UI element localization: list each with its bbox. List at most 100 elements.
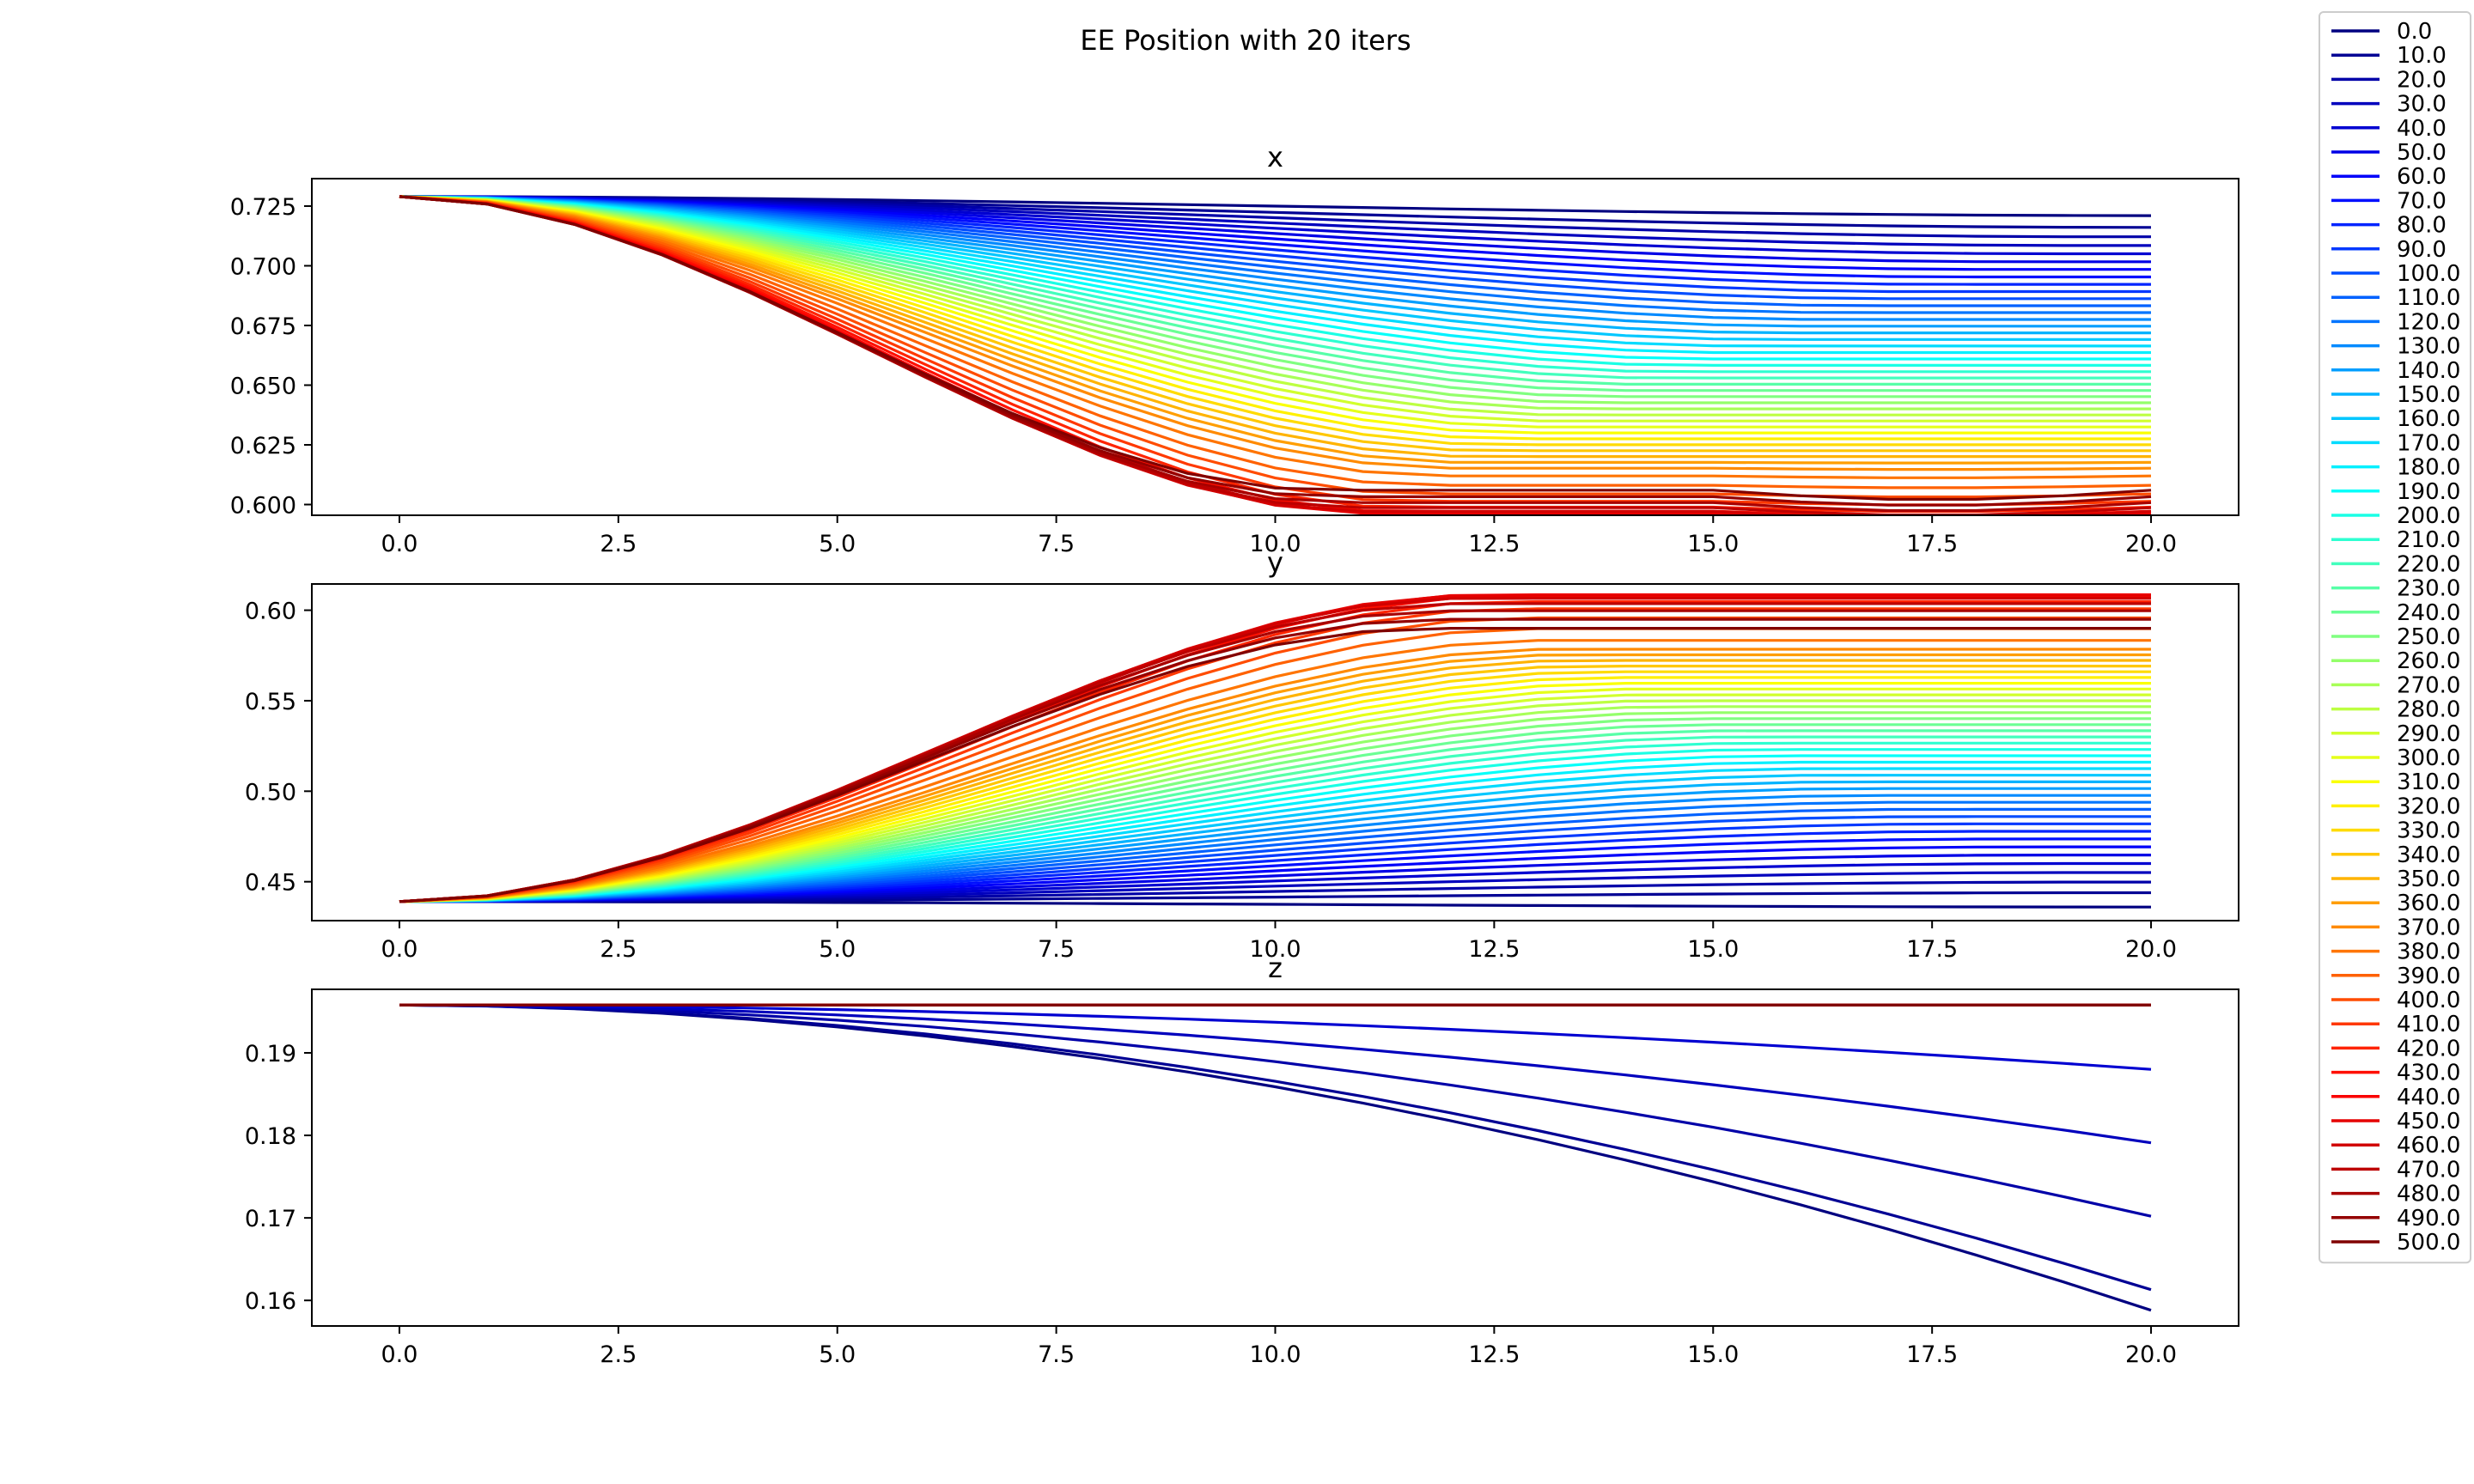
subplot-z: 0.0 2.5 5.0 7.5 10.0 12.5 15.0 17.5 20.0 0.16 0.17…: [245, 952, 2239, 1368]
x-tick-label: 2.5: [600, 531, 637, 557]
series-line-300.0: [399, 195, 2151, 429]
x-tick-label: 12.5: [1468, 936, 1520, 963]
legend-label: 150.0: [2397, 382, 2460, 408]
y-tick-label: 0.600: [230, 492, 296, 519]
x-tick-label: 15.0: [1687, 531, 1739, 557]
legend-label: 440.0: [2397, 1085, 2460, 1110]
series-line-250.0: [399, 195, 2151, 398]
y-tick-label: 0.19: [245, 1041, 296, 1067]
legend-label: 460.0: [2397, 1133, 2460, 1159]
series-line-240.0: [399, 195, 2151, 392]
x-tick-label: 2.5: [600, 1341, 637, 1368]
series-line-380.0: [399, 195, 2152, 479]
legend-label: 250.0: [2397, 624, 2460, 650]
series-line-350.0: [399, 195, 2151, 459]
x-tick-label: 0.0: [381, 1341, 417, 1368]
legend-label: 110.0: [2397, 285, 2460, 311]
series-line-360.0: [399, 653, 2151, 903]
legend-label: 480.0: [2397, 1182, 2460, 1207]
x-tick-label: 17.5: [1906, 1341, 1958, 1368]
legend-label: 280.0: [2397, 697, 2460, 723]
legend-label: 340.0: [2397, 842, 2460, 868]
series-line-330.0: [399, 670, 2151, 903]
legend-label: 40.0: [2397, 116, 2447, 142]
x-tick-label: 7.5: [1038, 936, 1075, 963]
x-tick-label: 10.0: [1249, 531, 1301, 557]
series-line-40.0: [399, 1003, 2152, 1071]
x-tick-label: 15.0: [1687, 1341, 1739, 1368]
x-tick-label: 10.0: [1249, 936, 1301, 963]
x-tick-label: 10.0: [1249, 1341, 1301, 1368]
subplot-title: y: [1267, 546, 1283, 579]
y-tick-label: 0.50: [245, 779, 296, 806]
series-line-500.0: [399, 627, 2151, 903]
legend-label: 300.0: [2397, 745, 2460, 771]
series-group: [399, 195, 2152, 515]
legend-label: 70.0: [2397, 188, 2447, 214]
series-line-290.0: [399, 195, 2151, 423]
series-line-370.0: [399, 648, 2151, 903]
x-tick-label: 17.5: [1906, 531, 1958, 557]
legend-label: 320.0: [2397, 794, 2460, 819]
x-tick-label: 0.0: [381, 936, 417, 963]
series-line-310.0: [399, 195, 2151, 435]
series-group: [399, 593, 2152, 909]
y-tick-label: 0.675: [230, 313, 296, 340]
legend-label: 220.0: [2397, 551, 2460, 577]
legend-label: 30.0: [2397, 92, 2447, 118]
series-line-390.0: [399, 195, 2152, 490]
legend-label: 200.0: [2397, 503, 2460, 529]
x-tick-label: 7.5: [1038, 1341, 1075, 1368]
x-tick-label: 20.0: [2125, 936, 2177, 963]
series-line-400.0: [399, 195, 2152, 499]
x-tick-label: 5.0: [819, 531, 856, 557]
legend-label: 240.0: [2397, 600, 2460, 626]
legend-label: 270.0: [2397, 672, 2460, 698]
series-line-370.0: [399, 195, 2152, 471]
series-line-230.0: [399, 195, 2151, 386]
legend-label: 350.0: [2397, 867, 2460, 892]
legend-label: 130.0: [2397, 334, 2460, 360]
x-tick-label: 2.5: [600, 936, 637, 963]
series-line-10.0: [399, 1003, 2152, 1292]
series-line-210.0: [399, 195, 2151, 374]
legend-label: 190.0: [2397, 479, 2460, 505]
y-tick-label: 0.17: [245, 1206, 296, 1232]
series-line-300.0: [399, 687, 2151, 903]
series-line-0.0: [399, 900, 2152, 909]
series-line-320.0: [399, 676, 2151, 903]
subplot-title: z: [1268, 952, 1283, 984]
legend-label: 260.0: [2397, 648, 2460, 674]
legend-label: 60.0: [2397, 164, 2447, 190]
legend-label: 50.0: [2397, 140, 2447, 166]
y-tick-label: 0.650: [230, 373, 296, 399]
series-line-380.0: [399, 639, 2151, 903]
legend-label: 0.0: [2397, 19, 2432, 45]
legend: 0.010.020.030.040.050.060.070.080.090.01…: [2319, 11, 2471, 1264]
legend-label: 420.0: [2397, 1036, 2460, 1061]
legend-label: 170.0: [2397, 430, 2460, 456]
legend-label: 10.0: [2397, 43, 2447, 69]
legend-label: 20.0: [2397, 67, 2447, 93]
legend-label: 430.0: [2397, 1061, 2460, 1086]
legend-label: 80.0: [2397, 213, 2447, 239]
legend-label: 100.0: [2397, 261, 2460, 287]
legend-label: 450.0: [2397, 1109, 2460, 1134]
x-tick-label: 7.5: [1038, 531, 1075, 557]
x-tick-label: 5.0: [819, 936, 856, 963]
subplots: 0.0 2.5 5.0 7.5 10.0 12.5 15.0 17.5 20.0 0.600 0.6…: [230, 141, 2239, 1368]
legend-label: 470.0: [2397, 1157, 2460, 1183]
legend-label: 290.0: [2397, 721, 2460, 747]
figure-title: EE Position with 20 iters: [1080, 24, 1411, 57]
subplot-title: x: [1267, 141, 1283, 173]
legend-label: 330.0: [2397, 818, 2460, 844]
legend-label: 500.0: [2397, 1230, 2460, 1256]
series-line-360.0: [399, 195, 2152, 465]
legend-label: 380.0: [2397, 940, 2460, 965]
series-line-280.0: [399, 195, 2151, 417]
series-line-340.0: [399, 665, 2151, 903]
subplot-y: 0.0 2.5 5.0 7.5 10.0 12.5 15.0 17.5 20.0 0.45 0.50…: [245, 546, 2239, 963]
series-line-350.0: [399, 659, 2151, 903]
legend-label: 410.0: [2397, 1012, 2460, 1037]
